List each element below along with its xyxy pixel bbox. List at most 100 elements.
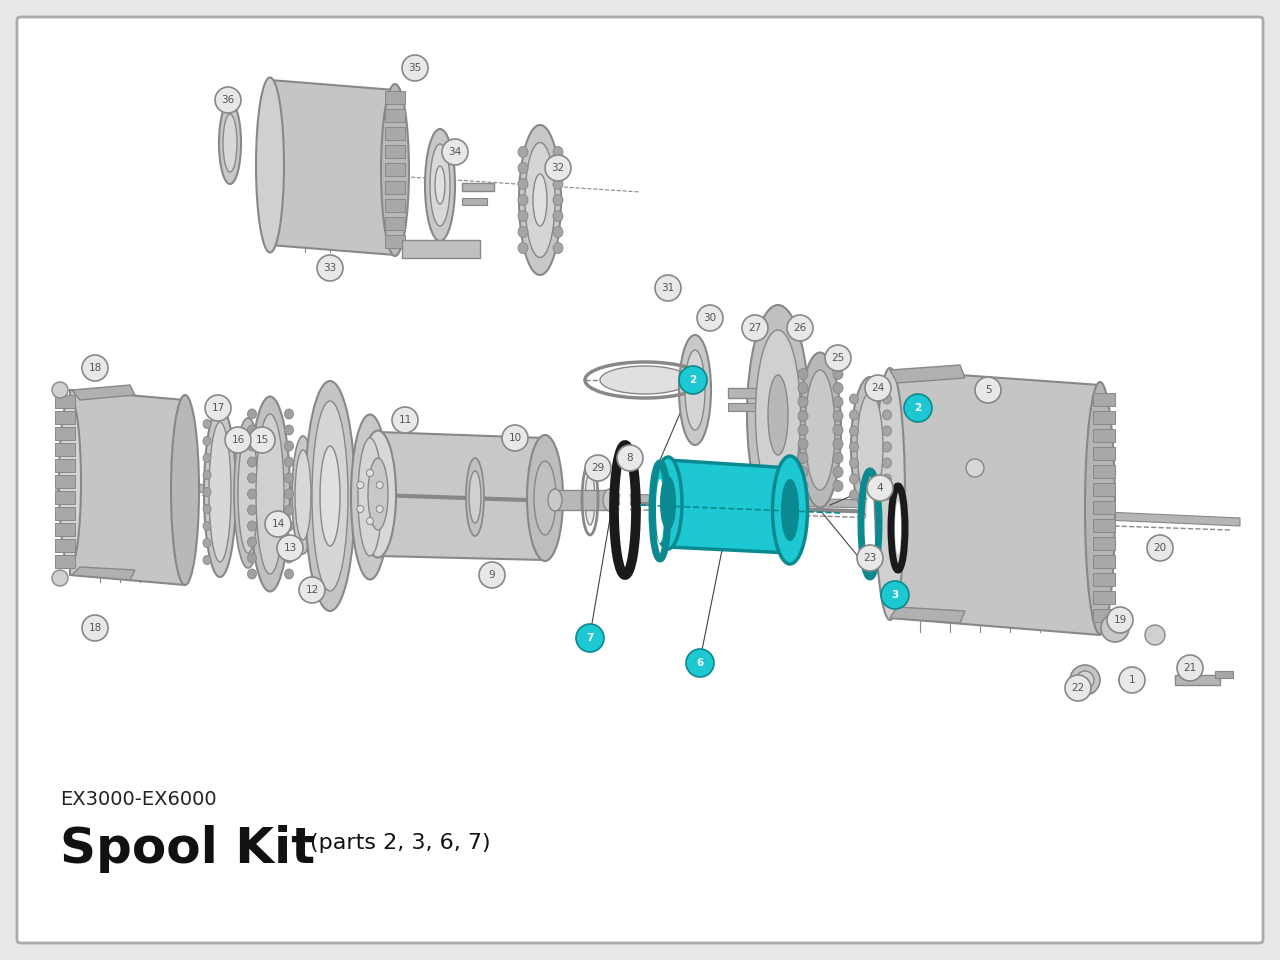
Ellipse shape	[768, 375, 788, 455]
Circle shape	[82, 615, 108, 641]
Ellipse shape	[553, 227, 563, 237]
Ellipse shape	[518, 125, 561, 275]
Bar	[55, 507, 76, 520]
Ellipse shape	[247, 569, 256, 579]
Circle shape	[1178, 655, 1203, 681]
Text: 34: 34	[448, 147, 462, 157]
Ellipse shape	[799, 352, 841, 508]
Ellipse shape	[850, 442, 859, 452]
Text: 5: 5	[984, 385, 991, 395]
Ellipse shape	[430, 144, 451, 226]
Circle shape	[655, 275, 681, 301]
Circle shape	[317, 255, 343, 281]
Text: 26: 26	[794, 323, 806, 333]
Ellipse shape	[284, 553, 293, 563]
Ellipse shape	[204, 453, 211, 463]
Text: 6: 6	[696, 658, 704, 668]
Ellipse shape	[851, 377, 890, 517]
Ellipse shape	[532, 174, 547, 226]
Ellipse shape	[284, 457, 293, 467]
Ellipse shape	[882, 426, 891, 436]
Ellipse shape	[833, 424, 844, 436]
Ellipse shape	[797, 439, 808, 449]
Bar	[1215, 671, 1233, 678]
Ellipse shape	[833, 396, 844, 407]
Bar	[55, 459, 76, 472]
Ellipse shape	[204, 539, 211, 547]
Ellipse shape	[247, 473, 256, 483]
Ellipse shape	[527, 435, 563, 561]
Ellipse shape	[52, 570, 68, 586]
Circle shape	[975, 377, 1001, 403]
Polygon shape	[668, 460, 790, 553]
Text: 22: 22	[1071, 683, 1084, 693]
Ellipse shape	[284, 425, 293, 435]
Ellipse shape	[234, 418, 262, 568]
Ellipse shape	[238, 433, 259, 553]
Text: 25: 25	[832, 353, 845, 363]
Ellipse shape	[797, 396, 808, 407]
Circle shape	[215, 87, 241, 113]
Circle shape	[265, 511, 291, 537]
Bar	[1093, 411, 1115, 424]
Text: 32: 32	[552, 163, 564, 173]
Text: 7: 7	[586, 633, 594, 643]
Bar	[55, 523, 76, 536]
Bar	[55, 443, 76, 456]
Ellipse shape	[553, 195, 563, 205]
Bar	[1093, 393, 1115, 406]
Circle shape	[858, 545, 883, 571]
Circle shape	[82, 355, 108, 381]
Ellipse shape	[1146, 625, 1165, 645]
Text: (parts 2, 3, 6, 7): (parts 2, 3, 6, 7)	[310, 833, 490, 853]
Ellipse shape	[833, 481, 844, 492]
Bar	[385, 91, 404, 104]
Ellipse shape	[320, 446, 340, 546]
Ellipse shape	[600, 366, 690, 394]
Ellipse shape	[518, 147, 529, 157]
Ellipse shape	[284, 537, 293, 547]
Text: 8: 8	[627, 453, 634, 463]
Ellipse shape	[204, 407, 236, 577]
Ellipse shape	[797, 382, 808, 394]
Ellipse shape	[52, 382, 68, 398]
Polygon shape	[881, 502, 1240, 526]
Circle shape	[881, 581, 909, 609]
Bar	[462, 183, 494, 191]
Ellipse shape	[585, 473, 595, 525]
Circle shape	[904, 394, 932, 422]
Text: 33: 33	[324, 263, 337, 273]
Ellipse shape	[685, 350, 705, 430]
Text: 23: 23	[864, 553, 877, 563]
Bar	[1175, 675, 1220, 685]
Bar	[1093, 609, 1115, 622]
Ellipse shape	[366, 517, 374, 524]
Ellipse shape	[553, 210, 563, 222]
Ellipse shape	[250, 396, 291, 591]
Bar	[1093, 519, 1115, 532]
Ellipse shape	[357, 482, 364, 489]
Ellipse shape	[748, 305, 809, 525]
Ellipse shape	[882, 394, 891, 404]
Ellipse shape	[882, 474, 891, 484]
Ellipse shape	[797, 424, 808, 436]
Ellipse shape	[435, 166, 445, 204]
Ellipse shape	[305, 381, 355, 611]
Ellipse shape	[797, 452, 808, 464]
Text: 18: 18	[88, 363, 101, 373]
Text: 17: 17	[211, 403, 224, 413]
Ellipse shape	[204, 488, 211, 496]
Ellipse shape	[284, 521, 293, 531]
Bar	[385, 217, 404, 230]
Ellipse shape	[366, 469, 374, 476]
Ellipse shape	[518, 162, 529, 174]
Ellipse shape	[468, 471, 481, 523]
Text: 14: 14	[271, 519, 284, 529]
Ellipse shape	[256, 414, 284, 574]
Ellipse shape	[833, 369, 844, 379]
Text: Spool Kit: Spool Kit	[60, 825, 315, 873]
Ellipse shape	[660, 477, 675, 529]
Ellipse shape	[1085, 382, 1115, 634]
Text: EX3000-EX6000: EX3000-EX6000	[60, 790, 216, 809]
Bar	[385, 163, 404, 176]
